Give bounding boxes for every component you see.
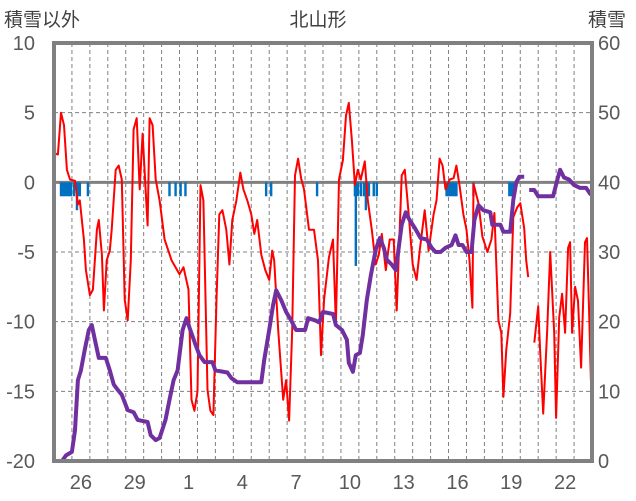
x-tick-label: 19 (500, 472, 522, 494)
left-tick-label: -15 (6, 381, 35, 403)
x-tick-label: 29 (124, 472, 146, 494)
right-tick-label: 20 (598, 312, 620, 334)
precipitation-bar (72, 182, 76, 197)
precipitation-bar (76, 182, 80, 197)
x-tick-label: 1 (183, 472, 194, 494)
precipitation-bar (174, 182, 177, 197)
precipitation-bar (184, 182, 187, 197)
precipitation-bar (315, 182, 319, 197)
precipitation-bar (453, 182, 456, 197)
left-tick-label: -20 (6, 451, 35, 473)
left-tick-label: 0 (24, 172, 35, 194)
precipitation-bar (269, 182, 273, 197)
precipitation-bar (179, 182, 182, 197)
precipitation-bar (455, 182, 458, 197)
precipitation-bar (367, 182, 371, 197)
precipitation-bar (86, 182, 90, 197)
precipitation-bar (510, 182, 513, 197)
left-tick-label: 5 (24, 103, 35, 125)
precipitation-bar (264, 182, 268, 197)
precipitation-bar (59, 182, 63, 197)
precipitation-bar (65, 182, 69, 197)
precipitation-bar (63, 182, 67, 197)
left-axis-title: 積雪以外 (4, 9, 80, 31)
precipitation-bar (78, 182, 82, 197)
right-axis-title: 積雪 (588, 9, 626, 31)
precipitation-bar (359, 182, 363, 197)
left-axis-ticks: 10 5 0 -5 -10 -15 -20 (6, 33, 35, 473)
right-tick-label: 40 (598, 172, 620, 194)
right-tick-label: 50 (598, 103, 620, 125)
precipitation-bar (356, 182, 359, 197)
chart-title: 北山形 (289, 9, 346, 31)
left-tick-label: -5 (17, 242, 35, 264)
x-tick-label: 22 (554, 472, 576, 494)
precipitation-bar (168, 182, 171, 197)
precipitation-bar (372, 182, 375, 197)
precipitation-bar (354, 182, 358, 266)
x-tick-label: 10 (339, 472, 361, 494)
right-tick-label: 30 (598, 242, 620, 264)
left-tick-label: 10 (13, 33, 35, 55)
right-tick-label: 0 (598, 451, 609, 473)
right-tick-label: 60 (598, 33, 620, 55)
snow-depth-line (54, 167, 593, 463)
precipitation-bar (508, 182, 511, 197)
plot-border (52, 41, 594, 463)
precipitation-bar (67, 182, 71, 197)
precipitation-bar (449, 182, 452, 197)
precipitation-bar (375, 182, 378, 197)
right-tick-label: 10 (598, 381, 620, 403)
precipitation-bar (69, 182, 73, 197)
right-axis-ticks: 60 50 40 30 20 10 0 (598, 33, 620, 473)
series-lines (53, 101, 593, 463)
x-axis-ticks: 26 29 1 4 7 10 13 16 19 22 (70, 472, 576, 494)
x-tick-label: 16 (446, 472, 468, 494)
temperature-line (53, 101, 592, 422)
precipitation-bars (59, 182, 515, 266)
precipitation-bar (362, 182, 366, 197)
precipitation-bar (447, 182, 450, 197)
x-tick-label: 7 (291, 472, 302, 494)
precipitation-bar (61, 182, 65, 197)
x-tick-label: 4 (237, 472, 248, 494)
x-tick-label: 26 (70, 472, 92, 494)
x-tick-label: 13 (393, 472, 415, 494)
left-tick-label: -10 (6, 312, 35, 334)
precipitation-bar (451, 182, 454, 197)
